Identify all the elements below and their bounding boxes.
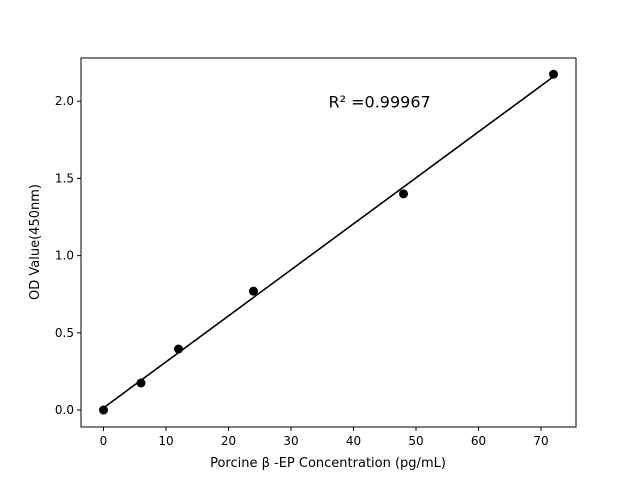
x-tick-label: 60 [471,434,486,448]
y-tick-label: 0.0 [55,403,74,417]
data-points [99,69,558,415]
y-tick-label: 1.0 [55,249,74,263]
x-axis-label: Porcine β -EP Concentration (pg/mL) [210,456,446,471]
data-point [249,286,258,296]
x-tick-label: 40 [346,434,361,448]
y-axis-label: OD Value(450nm) [28,184,43,300]
x-tick-label: 30 [283,434,298,448]
y-axis: 0.0 0.5 1.0 1.5 2.0 [55,94,81,417]
data-point [174,344,183,354]
y-tick-label: 2.0 [55,94,74,108]
x-axis: 0 10 20 30 40 50 60 70 [100,427,549,448]
data-point [399,189,408,199]
r-squared-annotation: R² =0.99967 [329,92,431,111]
y-tick-label: 0.5 [55,326,74,340]
data-point [549,69,558,79]
x-tick-label: 10 [158,434,173,448]
x-tick-label: 70 [533,434,548,448]
x-tick-label: 20 [221,434,236,448]
x-tick-label: 50 [408,434,423,448]
data-point [99,405,108,415]
y-tick-label: 1.5 [55,171,74,185]
x-tick-label: 0 [100,434,108,448]
data-point [136,378,146,388]
